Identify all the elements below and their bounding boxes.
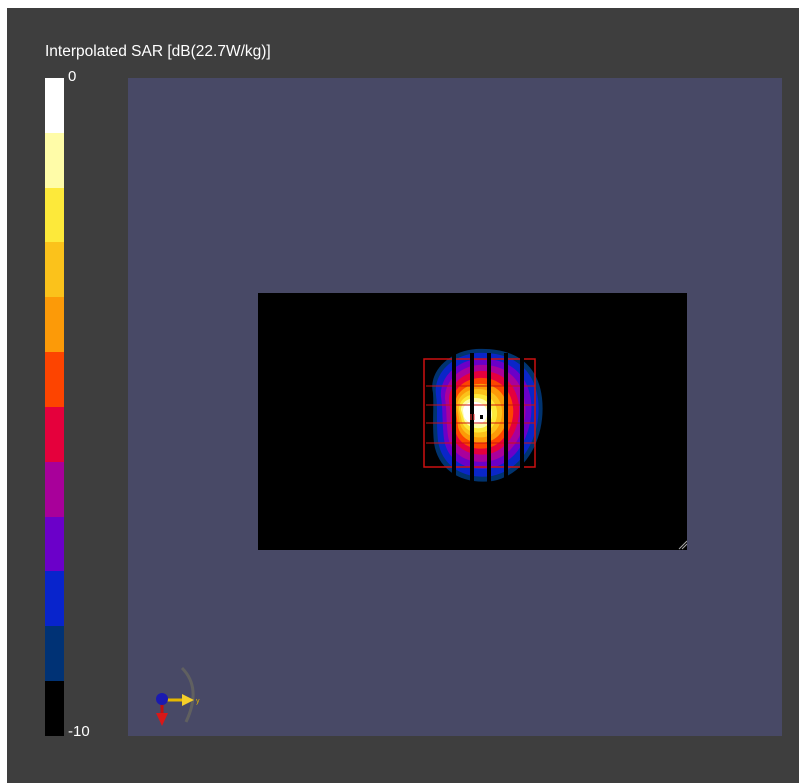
x-axis-dot-icon [156,693,168,705]
color-scale-swatch [45,516,64,572]
color-scale-swatch [45,78,64,133]
stripe [504,353,508,483]
stripe [470,353,474,483]
measurement-surface [258,293,687,550]
legend-min-label: -10 [68,723,90,740]
color-scale-swatch [45,132,64,188]
stripe [520,353,524,483]
black-stripes [452,353,524,483]
sar-viewer-panel: Interpolated SAR [dB(22.7W/kg)] 0 -10 [7,8,799,783]
axis-triad[interactable]: y [144,666,204,726]
stripe [452,353,456,483]
y-axis-label: y [196,698,200,705]
scan-area-box [423,358,536,468]
3d-viewport[interactable]: y [128,78,782,736]
stripe [487,353,491,483]
color-scale-bar [45,78,64,736]
color-scale-swatch [45,626,64,682]
probe-marker-core [480,415,483,419]
color-scale-swatch [45,461,64,517]
rotation-arc-icon [180,666,195,723]
color-scale-swatch [45,242,64,298]
color-scale-swatch [45,187,64,243]
color-scale-swatch [45,297,64,353]
color-scale-swatch [45,352,64,407]
color-scale-swatch [45,571,64,627]
legend-title: Interpolated SAR [dB(22.7W/kg)] [45,43,271,60]
probe-marker [470,413,485,421]
color-scale-swatch [45,681,64,736]
color-scale-swatch [45,406,64,462]
scan-grid-lines [426,385,535,444]
corner-tick [678,540,687,550]
legend-max-label: 0 [68,68,77,85]
sar-hotspot-plot [423,348,687,550]
